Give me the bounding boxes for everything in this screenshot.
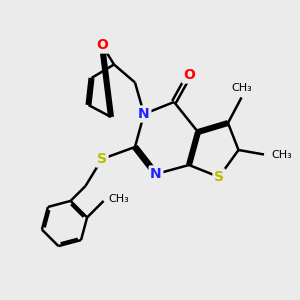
- Text: CH₃: CH₃: [108, 194, 129, 204]
- Text: CH₃: CH₃: [231, 83, 252, 93]
- Text: CH₃: CH₃: [272, 149, 292, 160]
- Text: N: N: [138, 107, 150, 121]
- Text: S: S: [214, 170, 224, 184]
- Text: S: S: [97, 152, 107, 166]
- Text: O: O: [183, 68, 195, 82]
- Text: N: N: [150, 167, 162, 181]
- Text: O: O: [96, 38, 108, 52]
